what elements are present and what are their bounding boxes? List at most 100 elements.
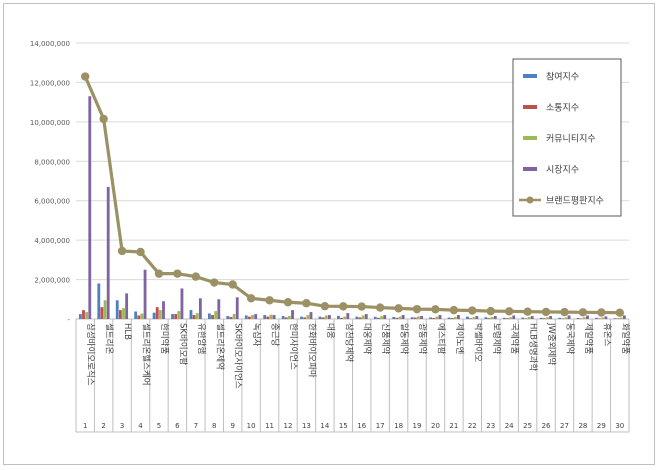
bar [493,316,497,319]
line-point [228,280,237,289]
line-point [449,305,459,315]
bar [512,315,516,319]
category-name: HLB생명과학 [528,323,539,371]
legend-swatch [523,105,537,109]
category-rank: 26 [542,422,551,430]
category-name: 보령제약 [491,323,502,354]
category-name: 국제약품 [509,323,520,354]
legend-swatch [523,167,537,171]
bar [447,317,451,319]
bar [118,310,122,319]
bar [318,316,322,319]
bar [598,318,602,319]
bar [567,315,571,319]
category-rank: 8 [212,422,216,430]
bar [604,316,608,319]
bar [595,317,598,319]
line-point [302,299,311,308]
bar [235,297,239,319]
line-point [486,306,495,316]
line-point [173,269,182,278]
bar [158,310,162,319]
category-rank: 25 [523,422,532,430]
category-rank: 28 [578,422,587,430]
bars [78,96,626,319]
bar [398,316,402,319]
bar [309,312,313,319]
category-rank: 9 [230,422,234,430]
bar [321,317,325,319]
bar [324,315,328,319]
legend-label: 브랜드평판지수 [546,196,604,207]
bar [509,317,513,319]
bar [361,315,365,319]
bar [453,316,457,319]
bar [466,316,469,319]
line-point [357,302,366,311]
bar [195,313,199,319]
bar [125,293,129,319]
category-name: 화일약품 [620,323,631,354]
bar [469,318,473,319]
bar [303,317,307,319]
line-series [81,72,624,317]
bar [284,317,288,319]
bar [502,317,506,319]
category-name: 제일약품 [583,323,594,354]
bar [579,318,583,319]
bar [254,314,258,319]
bar [549,316,553,319]
category-name: 유한양행 [196,323,207,354]
bar [78,314,82,319]
line-point [283,298,293,307]
bar [521,317,525,319]
category-rank: 1 [83,422,87,430]
bar [539,317,543,319]
bar [198,298,202,319]
bar [177,311,181,319]
bar [137,315,141,319]
bar [613,318,617,319]
category-rank: 3 [120,422,124,430]
line-point [560,307,569,317]
bar [380,316,383,319]
bar [122,308,125,319]
category-rank: 18 [394,422,403,430]
line-point [541,307,551,317]
line-point [339,302,348,311]
bar [383,315,387,319]
bar [88,96,92,319]
bar [377,317,380,319]
category-name: 셀트리온헬스케어 [141,323,152,386]
bar [432,318,436,319]
y-tick-label: 2,000,000 [34,277,70,285]
category-name: 한미사이언스 [288,323,299,370]
legend-label: 소통지수 [546,103,579,114]
category-rank: 4 [138,422,143,430]
line-point [523,307,532,316]
category-name: 녹십자 [251,323,261,347]
bar [171,314,174,319]
category-name: 휴온스 [601,323,611,347]
bar [392,317,396,319]
bar [417,316,420,319]
bar [420,316,423,319]
bar [155,307,159,319]
bar [85,312,89,319]
bar [162,301,165,319]
bar [429,317,433,319]
category-rank: 10 [247,422,256,430]
bar [207,313,211,319]
bar [247,316,251,319]
line-point [246,294,256,303]
bar [484,317,488,319]
bar [287,316,291,319]
bar [192,315,196,319]
bar [143,269,147,319]
category-rank: 19 [413,422,422,430]
bar [450,318,454,319]
legend-swatch [523,74,537,78]
category-name: 광동제약 [417,323,428,354]
category-rank: 2 [101,422,105,430]
bar [586,315,589,319]
